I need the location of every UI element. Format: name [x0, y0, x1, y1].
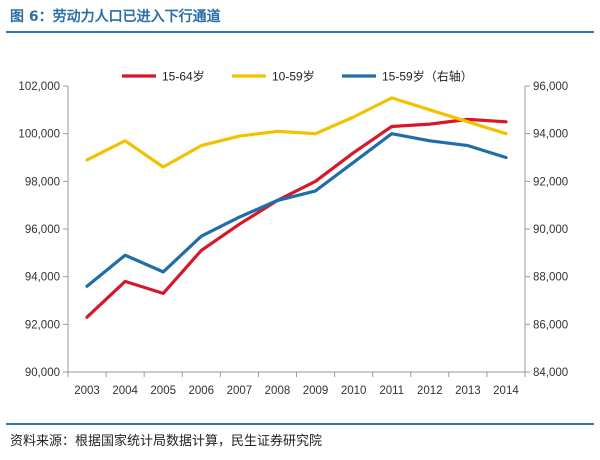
- y-left-tick-label: 92,000: [25, 319, 60, 331]
- source-rule: [6, 423, 594, 425]
- x-tick-label: 2014: [493, 385, 519, 397]
- figure-title: 图 6：劳动力人口已进入下行通道: [10, 9, 221, 25]
- y-left-tick-label: 100,000: [18, 129, 60, 141]
- x-tick-label: 2011: [379, 385, 404, 397]
- legend: 15-64岁 10-59岁 15-59岁（右轴）: [122, 69, 473, 84]
- y-right-tick-label: 94,000: [533, 129, 568, 141]
- series-line-2: [85, 96, 508, 169]
- series-line-1: [85, 117, 508, 319]
- y-left-tick-label: 98,000: [25, 176, 60, 188]
- y-right-tick-label: 92,000: [533, 176, 568, 188]
- title-rule: [6, 31, 594, 33]
- axes-group: 90,000 92,000 94,000 96,000 98,000 100,000 102…: [18, 81, 568, 397]
- x-tick-label: 2006: [188, 385, 214, 397]
- x-tick-label: 2008: [265, 385, 291, 397]
- x-tick-label: 2010: [341, 385, 367, 397]
- series-line-3: [85, 132, 508, 288]
- y-left-tick-label: 94,000: [25, 272, 60, 284]
- x-tick-label: 2013: [455, 385, 481, 397]
- y-right-tick-label: 88,000: [533, 272, 568, 284]
- x-tick-label: 2003: [74, 385, 100, 397]
- legend-label-1: 15-64岁: [162, 69, 205, 84]
- x-tick-label: 2004: [112, 385, 138, 397]
- x-tick-label: 2005: [150, 385, 176, 397]
- x-tick-label: 2007: [227, 385, 253, 397]
- source-note: 资料来源：根据国家统计局数据计算，民生证券研究院: [10, 434, 323, 449]
- y-left-tick-label: 96,000: [25, 224, 60, 236]
- series-lines: [85, 96, 508, 319]
- x-tick-label: 2012: [417, 385, 443, 397]
- y-right-tick-label: 90,000: [533, 224, 568, 236]
- y-right-tick-label: 96,000: [533, 81, 568, 93]
- y-left-tick-label: 102,000: [18, 81, 60, 93]
- y-right-tick-label: 86,000: [533, 319, 568, 331]
- x-tick-label: 2009: [303, 385, 329, 397]
- legend-label-3: 15-59岁（右轴）: [382, 69, 473, 84]
- y-right-tick-label: 84,000: [533, 367, 568, 379]
- legend-label-2: 10-59岁: [272, 69, 315, 84]
- y-left-tick-label: 90,000: [25, 367, 60, 379]
